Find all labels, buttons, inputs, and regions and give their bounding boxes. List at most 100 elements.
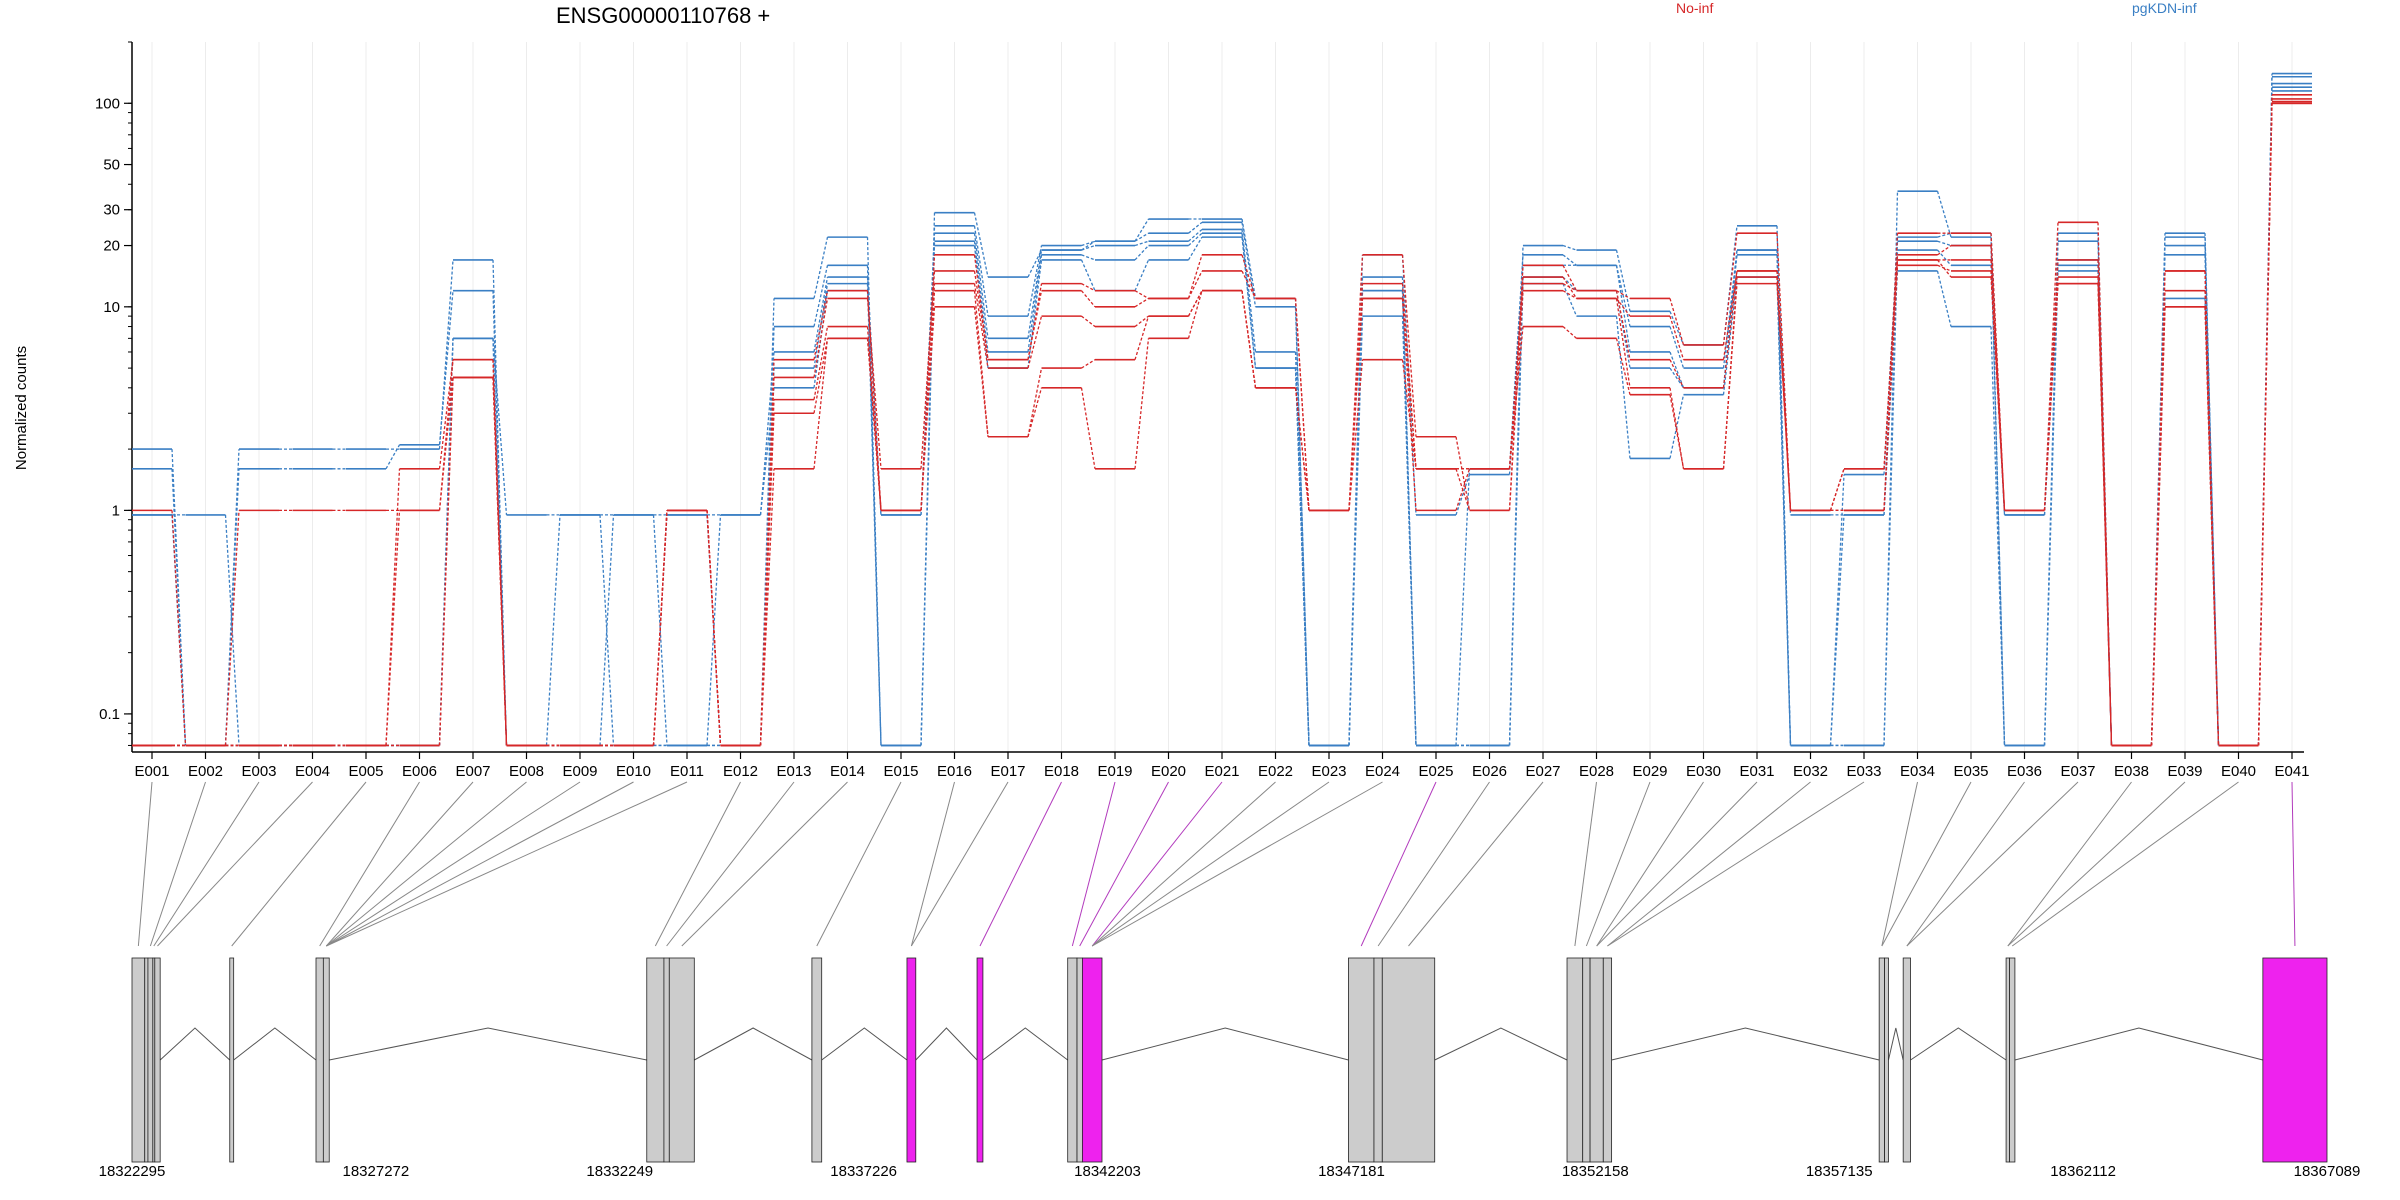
connector-E016 bbox=[973, 241, 989, 353]
connector-E028 bbox=[1615, 249, 1631, 312]
connector-E036 bbox=[2043, 222, 2059, 511]
link-E009 bbox=[326, 781, 581, 947]
intron-line bbox=[2014, 1027, 2263, 1061]
link-E032 bbox=[1607, 781, 1811, 947]
connector-E029 bbox=[1669, 311, 1685, 346]
connector-E015 bbox=[920, 270, 936, 469]
genomic-tick-label: 18332249 bbox=[586, 1163, 653, 1180]
intron-line bbox=[1101, 1027, 1349, 1061]
link-E014 bbox=[681, 781, 848, 947]
connector-E034 bbox=[1937, 240, 1952, 247]
y-tick-label: 100 bbox=[95, 95, 120, 112]
connector-E033 bbox=[1883, 259, 1899, 511]
connector-E026 bbox=[1508, 326, 1524, 469]
link-E008 bbox=[325, 781, 527, 947]
connector-E016 bbox=[973, 283, 989, 369]
link-E035 bbox=[1881, 781, 1972, 947]
connector-E013 bbox=[813, 283, 829, 369]
connector-E014 bbox=[866, 298, 882, 469]
connector-E032 bbox=[1829, 468, 1845, 511]
connector-E016 bbox=[973, 212, 989, 278]
connector-E028 bbox=[1616, 290, 1631, 299]
genomic-axis: 18322295 18327272 18332249 18337226 18342203… bbox=[99, 1163, 2361, 1180]
connector-E019 bbox=[1134, 232, 1149, 242]
genomic-tick-label: 18362112 bbox=[2050, 1163, 2116, 1180]
connector-E028 bbox=[1615, 290, 1631, 360]
connector-E018 bbox=[1081, 283, 1096, 292]
connector-E028 bbox=[1615, 316, 1631, 459]
exon-block-20 bbox=[1566, 957, 1584, 1163]
connector-E020 bbox=[1188, 228, 1203, 242]
connector-E006 bbox=[438, 290, 454, 445]
y-tick-label: 1 bbox=[112, 502, 120, 519]
y-axis-label: Normalized counts bbox=[13, 346, 30, 470]
connector-E013 bbox=[813, 290, 829, 388]
connector-E033 bbox=[1883, 250, 1899, 746]
exon-block-2 bbox=[147, 957, 154, 1163]
connector-E019 bbox=[1134, 259, 1150, 291]
x-tick-label-E011: E011 bbox=[670, 763, 704, 780]
exon-block-8 bbox=[646, 957, 665, 1163]
connector-E007 bbox=[492, 338, 508, 515]
connector-E029 bbox=[1669, 359, 1685, 389]
connector-E038 bbox=[2150, 306, 2166, 746]
connector-E028 bbox=[1615, 298, 1631, 317]
connector-E028 bbox=[1615, 290, 1631, 369]
x-tick-label-E032: E032 bbox=[1793, 763, 1828, 780]
connector-E019 bbox=[1134, 297, 1149, 308]
intron-line bbox=[694, 1027, 813, 1061]
connector-E024 bbox=[1401, 254, 1417, 437]
exon-block-11 bbox=[811, 957, 823, 1163]
connector-E017 bbox=[1027, 254, 1043, 353]
connector-E017 bbox=[1027, 315, 1043, 369]
intron-line bbox=[159, 1027, 231, 1061]
connector-E017 bbox=[1027, 245, 1043, 317]
connector-E037 bbox=[2097, 277, 2113, 746]
connector-E018 bbox=[1081, 290, 1096, 308]
connector-E021 bbox=[1241, 270, 1257, 299]
connector-E017 bbox=[1027, 259, 1043, 369]
link-E004 bbox=[157, 781, 313, 947]
link-E034 bbox=[1881, 781, 1918, 947]
connector-E020 bbox=[1187, 236, 1203, 261]
x-tick-label-E015: E015 bbox=[883, 763, 918, 780]
connector-E006 bbox=[438, 377, 454, 746]
connector-E039 bbox=[2204, 306, 2220, 746]
link-E003 bbox=[153, 781, 260, 947]
link-E006 bbox=[319, 781, 420, 947]
x-tick-label-E025: E025 bbox=[1418, 763, 1453, 780]
x-tick-label-E003: E003 bbox=[241, 763, 276, 780]
link-E036 bbox=[1906, 781, 2025, 947]
connector-E021 bbox=[1241, 290, 1257, 388]
connector-E034 bbox=[1936, 190, 1952, 238]
connector-E002 bbox=[224, 449, 240, 746]
connector-E029 bbox=[1669, 315, 1685, 360]
exon-block-9 bbox=[663, 957, 670, 1163]
connector-E036 bbox=[2043, 270, 2059, 746]
connector-E029 bbox=[1669, 394, 1685, 469]
connector-E013 bbox=[813, 236, 829, 299]
intron-line bbox=[1434, 1027, 1568, 1061]
connector-E015 bbox=[920, 241, 936, 746]
exon-block-17 bbox=[1348, 957, 1375, 1163]
connector-E024 bbox=[1401, 316, 1417, 746]
exon-block-27 bbox=[2005, 957, 2010, 1163]
connector-E019 bbox=[1134, 338, 1150, 469]
connector-E022 bbox=[1294, 298, 1310, 746]
connector-E018 bbox=[1080, 259, 1096, 291]
connector-E018 bbox=[1081, 315, 1096, 328]
link-E040 bbox=[2011, 781, 2239, 947]
y-tick-label: 0.1 bbox=[99, 706, 120, 723]
exon-block-18 bbox=[1373, 957, 1383, 1163]
link-E021 bbox=[1091, 781, 1223, 947]
x-tick-label-E012: E012 bbox=[723, 763, 758, 780]
link-E005 bbox=[231, 781, 367, 947]
x-tick-label-E009: E009 bbox=[562, 763, 597, 780]
connector-E019 bbox=[1134, 290, 1149, 299]
link-E012 bbox=[654, 781, 741, 947]
x-tick-label-E014: E014 bbox=[830, 763, 865, 780]
connector-E013 bbox=[813, 338, 829, 414]
x-tick-label-E028: E028 bbox=[1579, 763, 1614, 780]
link-E033 bbox=[1607, 781, 1865, 947]
connector-E027 bbox=[1562, 290, 1577, 299]
